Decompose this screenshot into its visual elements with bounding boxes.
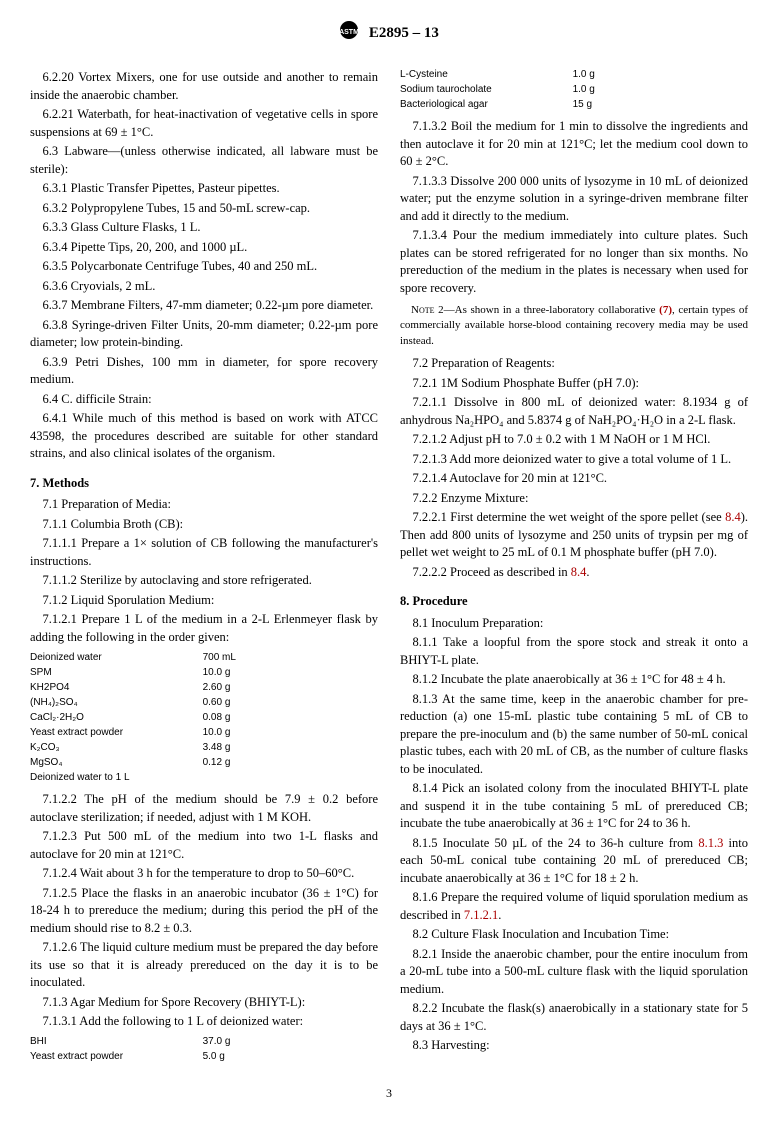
p6-3-3: 6.3.3 Glass Culture Flasks, 1 L. [30,219,378,237]
p7-2-1: 7.2.1 1M Sodium Phosphate Buffer (pH 7.0… [400,375,748,393]
p7-1-3: 7.1.3 Agar Medium for Spore Recovery (BH… [30,994,378,1012]
p6-3-5: 6.3.5 Polycarbonate Centrifuge Tubes, 40… [30,258,378,276]
ref-8-1-3[interactable]: 8.1.3 [698,836,723,850]
p7-2-2-1: 7.2.2.1 First determine the wet weight o… [400,509,748,562]
table-row: Yeast extract powder5.0 g [30,1050,308,1065]
p6-3-6: 6.3.6 Cryovials, 2 mL. [30,278,378,296]
table-row: BHI37.0 g [30,1035,308,1050]
table-row: Deionized water to 1 L [30,770,308,785]
p8-2-1: 8.2.1 Inside the anaerobic chamber, pour… [400,946,748,999]
p7-2: 7.2 Preparation of Reagents: [400,355,748,373]
note2-ref[interactable]: (7) [659,304,672,316]
page-number: 3 [30,1085,748,1102]
p7-2-2: 7.2.2 Enzyme Mixture: [400,490,748,508]
p6-3-4: 6.3.4 Pipette Tips, 20, 200, and 1000 µL… [30,239,378,257]
p8-2-2: 8.2.2 Incubate the flask(s) anaerobicall… [400,1000,748,1035]
p7-1: 7.1 Preparation of Media: [30,496,378,514]
table-row: Yeast extract powder10.0 g [30,725,308,740]
page-header: ASTM E2895 – 13 [30,20,748,47]
p6-4: 6.4 C. difficile Strain: [30,391,378,409]
ref-7-1-2-1[interactable]: 7.1.2.1 [464,908,498,922]
p7-2-1-2: 7.2.1.2 Adjust pH to 7.0 ± 0.2 with 1 M … [400,431,748,449]
note2-label: Note 2— [411,304,455,316]
p6-3-2: 6.3.2 Polypropylene Tubes, 15 and 50-mL … [30,200,378,218]
p7-1-1-2: 7.1.1.2 Sterilize by autoclaving and sto… [30,572,378,590]
p8-1-5: 8.1.5 Inoculate 50 µL of the 24 to 36-h … [400,835,748,888]
table-row: Bacteriological agar15 g [400,97,678,112]
p7-1-2-6: 7.1.2.6 The liquid culture medium must b… [30,939,378,992]
table-row: Sodium taurocholate1.0 g [400,82,678,97]
p7-1-2-3: 7.1.2.3 Put 500 mL of the medium into tw… [30,828,378,863]
ref-8-4[interactable]: 8.4 [725,510,741,524]
table-row: SPM10.0 g [30,665,308,680]
ingredients-table-1: Deionized water700 mL SPM10.0 g KH2PO42.… [30,650,308,785]
p7-1-2-5: 7.1.2.5 Place the flasks in an anaerobic… [30,885,378,938]
sec8-head: 8. Procedure [400,593,748,611]
p8-2: 8.2 Culture Flask Inoculation and Incuba… [400,926,748,944]
p7-1-2-1: 7.1.2.1 Prepare 1 L of the medium in a 2… [30,611,378,646]
table-row: CaCl₂·2H₂O0.08 g [30,710,308,725]
p8-1-6: 8.1.6 Prepare the required volume of liq… [400,889,748,924]
p6-3-8: 6.3.8 Syringe-driven Filter Units, 20-mm… [30,317,378,352]
sec7-head: 7. Methods [30,475,378,493]
p8-1-1: 8.1.1 Take a loopful from the spore stoc… [400,634,748,669]
table-row: K₂CO₃3.48 g [30,740,308,755]
p7-2-1-3: 7.2.1.3 Add more deionized water to give… [400,451,748,469]
p6-3-9: 6.3.9 Petri Dishes, 100 mm in diameter, … [30,354,378,389]
p7-1-3-2: 7.1.3.2 Boil the medium for 1 min to dis… [400,118,748,171]
p7-1-1: 7.1.1 Columbia Broth (CB): [30,516,378,534]
p6-3-1: 6.3.1 Plastic Transfer Pipettes, Pasteur… [30,180,378,198]
astm-logo: ASTM [339,20,359,47]
p7-2-2-2: 7.2.2.2 Proceed as described in 8.4. [400,564,748,582]
designation: E2895 – 13 [369,25,439,41]
p7-1-2-4: 7.1.2.4 Wait about 3 h for the temperatu… [30,865,378,883]
p7-1-2-2: 7.1.2.2 The pH of the medium should be 7… [30,791,378,826]
svg-text:ASTM: ASTM [339,29,359,36]
p7-1-3-1: 7.1.3.1 Add the following to 1 L of deio… [30,1013,378,1031]
p8-1-2: 8.1.2 Incubate the plate anaerobically a… [400,671,748,689]
p7-2-1-4: 7.2.1.4 Autoclave for 20 min at 121°C. [400,470,748,488]
p6-3: 6.3 Labware—(unless otherwise indicated,… [30,143,378,178]
body-columns: 6.2.20 Vortex Mixers, one for use outsid… [30,67,748,1065]
p7-1-3-3: 7.1.3.3 Dissolve 200 000 units of lysozy… [400,173,748,226]
p8-3: 8.3 Harvesting: [400,1037,748,1055]
table-row: KH2PO42.60 g [30,680,308,695]
note2: Note 2—As shown in a three-laboratory co… [400,303,748,349]
ref-8-4b[interactable]: 8.4 [571,565,587,579]
p6-4-1: 6.4.1 While much of this method is based… [30,410,378,463]
table-row: MgSO₄0.12 g [30,755,308,770]
p6-2-20: 6.2.20 Vortex Mixers, one for use outsid… [30,69,378,104]
p7-1-2: 7.1.2 Liquid Sporulation Medium: [30,592,378,610]
p8-1: 8.1 Inoculum Preparation: [400,615,748,633]
p7-1-3-4: 7.1.3.4 Pour the medium immediately into… [400,227,748,297]
p7-2-1-1: 7.2.1.1 Dissolve in 800 mL of deionized … [400,394,748,429]
p6-3-7: 6.3.7 Membrane Filters, 47-mm diameter; … [30,297,378,315]
p6-2-21: 6.2.21 Waterbath, for heat-inactivation … [30,106,378,141]
table-row: L-Cysteine1.0 g [400,67,678,82]
table-row: (NH₄)₂SO₄0.60 g [30,695,308,710]
p8-1-3: 8.1.3 At the same time, keep in the anae… [400,691,748,779]
p8-1-4: 8.1.4 Pick an isolated colony from the i… [400,780,748,833]
p7-1-1-1: 7.1.1.1 Prepare a 1× solution of CB foll… [30,535,378,570]
table-row: Deionized water700 mL [30,650,308,665]
